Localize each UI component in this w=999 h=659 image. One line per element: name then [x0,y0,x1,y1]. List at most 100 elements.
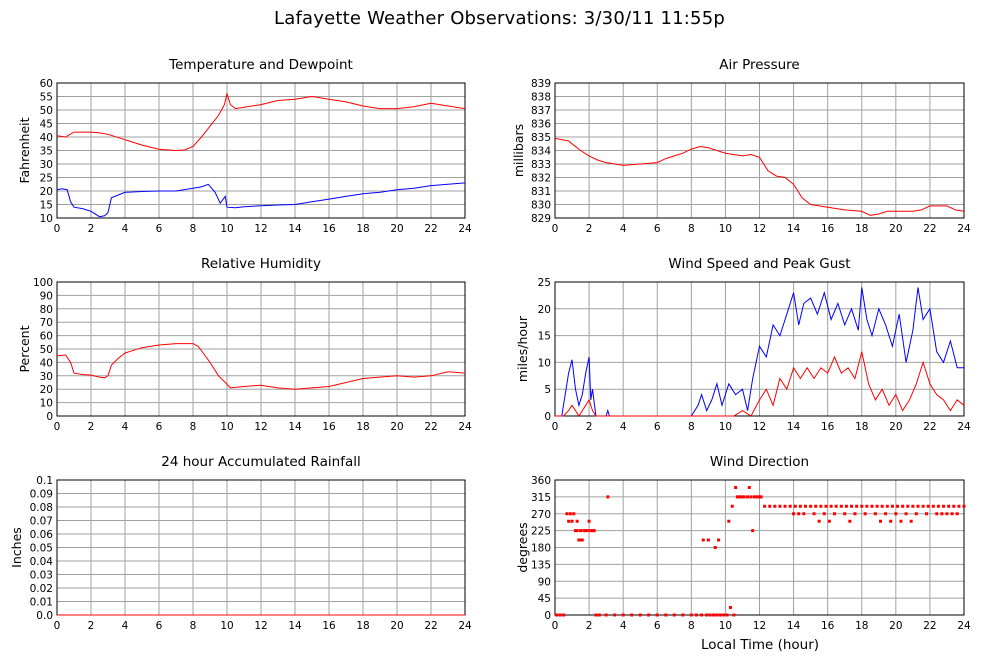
data-point [579,538,583,542]
x-tick-label: 6 [654,620,661,632]
data-point [594,613,598,617]
y-tick-label: 25 [40,173,53,185]
x-tick-label: 0 [54,421,61,433]
data-point [901,504,905,508]
y-tick-label: 15 [538,331,551,343]
x-tick-label: 20 [390,620,403,632]
x-tick-label: 4 [620,223,627,235]
data-point [694,613,698,617]
y-tick-label: 837 [531,105,551,117]
data-point [708,613,712,617]
data-point [577,538,581,542]
data-point [580,538,584,542]
y-tick-label: 10 [40,213,53,225]
x-tick-label: 2 [586,421,593,433]
data-point [935,512,939,516]
x-tick-label: 18 [356,223,369,235]
data-point [558,613,562,617]
x-tick-label: 0 [552,421,559,433]
x-tick-label: 0 [54,620,61,632]
y-tick-label: 0.07 [30,516,53,528]
y-tick-label: 90 [538,576,551,588]
x-tick-label: 0 [552,620,559,632]
plot-frame [554,281,965,417]
data-point [955,512,959,516]
y-tick-label: 0.08 [30,502,53,514]
data-point [899,519,903,523]
x-tick-label: 4 [122,620,129,632]
data-point [621,613,625,617]
data-point [647,613,651,617]
data-point [804,504,808,508]
y-tick-label: 10 [40,398,53,410]
x-tick-label: 12 [254,620,267,632]
x-tick-label: 6 [156,223,163,235]
data-point [909,519,913,523]
x-tick-label: 20 [889,223,902,235]
x-tick-label: 18 [855,620,868,632]
y-tick-label: 839 [531,78,551,90]
x-tick-label: 22 [424,223,437,235]
data-point [788,504,792,508]
data-point [783,504,787,508]
y-tick-label: 0.01 [30,597,53,609]
y-axis-label: Inches [9,527,24,568]
y-tick-label: 30 [40,371,53,383]
y-tick-label: 0.05 [30,543,53,555]
x-tick-label: 8 [688,421,695,433]
x-tick-label: 6 [156,620,163,632]
data-point [730,504,734,508]
data-point [855,504,859,508]
chart-title: Temperature and Dewpoint [168,57,353,73]
x-tick-label: 2 [586,620,593,632]
data-point [797,512,801,516]
y-tick-label: 30 [40,159,53,171]
y-tick-label: 360 [531,475,551,487]
data-point [729,606,733,609]
data-point [567,519,571,523]
data-point [926,504,930,508]
data-point [732,613,736,617]
data-point [655,613,659,617]
data-point [884,512,888,516]
y-tick-label: 829 [531,213,551,225]
y-tick-label: 45 [538,593,551,605]
x-tick-label: 24 [957,620,971,632]
data-point [768,504,772,508]
series-line-0 [56,91,466,152]
y-axis-label: millibars [511,124,526,177]
x-tick-label: 8 [190,620,197,632]
data-point [681,613,685,617]
data-point [573,529,577,533]
x-tick-label: 22 [424,620,437,632]
data-point [752,495,756,499]
x-tick-label: 2 [88,421,95,433]
data-point [754,495,758,499]
y-tick-label: 835 [531,132,551,144]
data-point [936,504,940,508]
data-point [889,519,893,523]
x-tick-label: 12 [753,620,766,632]
chart-title: Wind Direction [710,454,809,470]
x-tick-label: 14 [288,421,302,433]
y-tick-label: 180 [531,543,551,555]
data-point [906,504,910,508]
x-tick-label: 22 [424,421,437,433]
data-point [739,495,743,499]
data-point [942,504,946,508]
plot-frame [56,281,466,417]
y-tick-label: 80 [40,304,53,316]
data-point [947,504,951,508]
x-tick-label: 24 [458,421,472,433]
x-tick-label: 24 [458,223,472,235]
data-point [592,529,596,533]
data-point [896,504,900,508]
data-point [749,495,753,499]
y-tick-label: 315 [531,492,551,504]
x-tick-label: 10 [719,421,732,433]
data-point [584,529,588,533]
data-point [890,504,894,508]
data-point [850,504,854,508]
